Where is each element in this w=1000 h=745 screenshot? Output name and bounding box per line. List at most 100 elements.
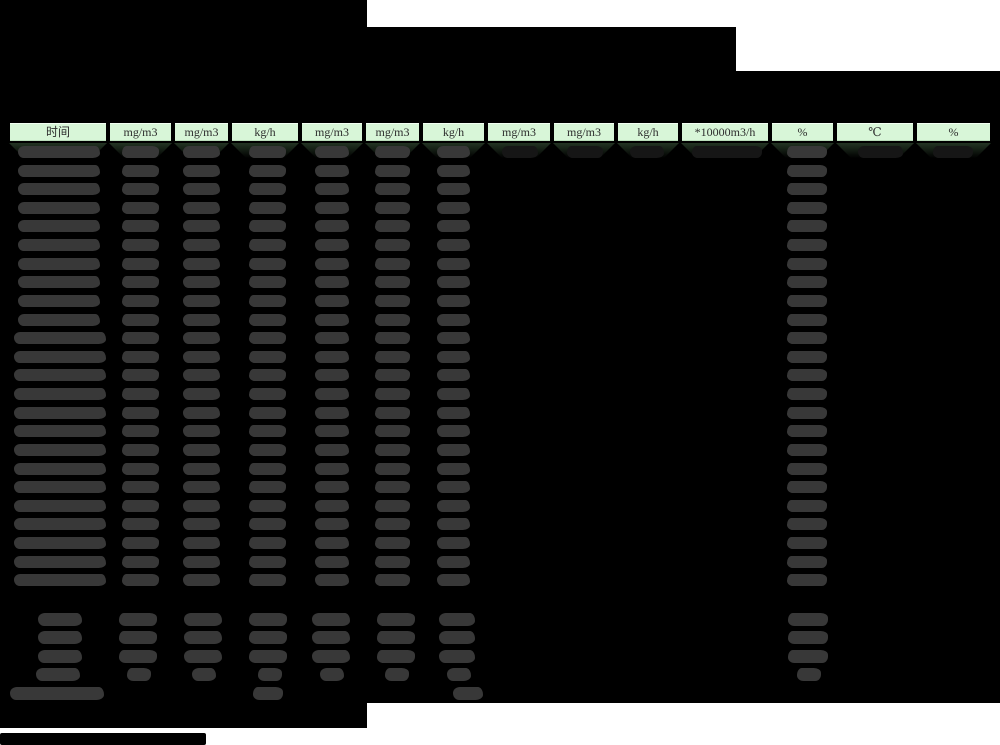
redacted-cell-blob xyxy=(315,220,349,232)
redacted-cell-blob xyxy=(437,183,470,195)
redacted-cell-blob xyxy=(787,295,827,307)
redacted-cell-blob xyxy=(183,518,220,530)
redacted-cell-blob xyxy=(122,481,159,493)
redacted-cell-blob xyxy=(18,258,100,270)
redacted-cell-blob xyxy=(183,425,220,437)
redacted-cell-blob xyxy=(14,332,106,344)
redacted-cell-blob xyxy=(315,332,349,344)
redacted-cell-blob xyxy=(249,537,286,549)
redacted-cell-blob xyxy=(437,220,470,232)
redacted-cell-blob xyxy=(183,165,220,177)
redacted-cell-blob xyxy=(787,332,827,344)
redacted-cell-blob xyxy=(375,537,410,549)
redacted-cell-blob xyxy=(38,631,82,644)
redacted-cell-blob xyxy=(787,537,827,549)
redacted-cell-blob xyxy=(14,425,106,437)
redacted-cell-blob xyxy=(18,165,100,177)
redacted-cell-blob xyxy=(315,258,349,270)
redacted-subtitle-block xyxy=(0,27,736,71)
redacted-cell-blob xyxy=(184,650,222,663)
redacted-cell-blob-dark xyxy=(692,146,762,158)
redacted-cell-blob xyxy=(18,146,100,158)
redacted-cell-blob xyxy=(14,500,106,512)
redacted-cell-blob xyxy=(437,425,470,437)
redacted-cell-blob xyxy=(315,518,349,530)
redacted-cell-blob xyxy=(14,369,106,381)
redacted-cell-blob xyxy=(249,500,286,512)
redacted-cell-blob xyxy=(787,388,827,400)
redacted-cell-blob xyxy=(312,613,350,626)
redacted-cell-blob xyxy=(375,239,410,251)
redacted-cell-blob xyxy=(122,183,159,195)
redacted-cell-blob-dark xyxy=(858,146,903,158)
column-header-unit-3: kg/h xyxy=(232,123,298,141)
redacted-cell-blob xyxy=(312,650,350,663)
redacted-cell-blob xyxy=(192,668,216,681)
redacted-cell-blob xyxy=(375,165,410,177)
redacted-cell-blob xyxy=(787,276,827,288)
redacted-cell-blob xyxy=(787,351,827,363)
redacted-title-block xyxy=(0,0,367,27)
redacted-cell-blob xyxy=(249,556,286,568)
redacted-cell-blob xyxy=(183,276,220,288)
redacted-cell-blob xyxy=(315,183,349,195)
redacted-cell-blob xyxy=(122,351,159,363)
redacted-cell-blob-dark xyxy=(567,146,603,158)
redacted-caption-strip xyxy=(0,733,206,745)
redacted-cell-blob xyxy=(315,463,349,475)
redacted-cell-blob xyxy=(122,165,159,177)
redacted-cell-blob xyxy=(315,537,349,549)
redacted-cell-blob xyxy=(375,220,410,232)
redacted-cell-blob xyxy=(14,388,106,400)
redacted-cell-blob xyxy=(14,537,106,549)
redacted-cell-blob xyxy=(315,388,349,400)
column-header-unit-2: mg/m3 xyxy=(175,123,228,141)
redacted-cell-blob xyxy=(437,444,470,456)
redacted-cell-blob xyxy=(439,631,475,644)
redacted-cell-blob xyxy=(122,518,159,530)
column-header-unit-12: ℃ xyxy=(837,123,913,141)
column-header-unit-1: mg/m3 xyxy=(110,123,171,141)
redacted-cell-blob xyxy=(18,295,100,307)
redacted-cell-blob xyxy=(249,295,286,307)
redacted-cell-blob xyxy=(437,332,470,344)
redacted-cell-blob xyxy=(437,146,470,158)
column-header-unit-4: mg/m3 xyxy=(302,123,362,141)
redacted-cell-blob xyxy=(375,556,410,568)
redacted-cell-blob xyxy=(315,425,349,437)
redacted-cell-blob xyxy=(18,239,100,251)
redacted-cell-blob xyxy=(184,631,222,644)
redacted-cell-blob xyxy=(375,314,410,326)
table-header-row: 时间 mg/m3 mg/m3 kg/h mg/m3 mg/m3 kg/h mg/m3 mg/m3… xyxy=(8,121,992,143)
redacted-cell-blob xyxy=(385,668,409,681)
redacted-cell-blob xyxy=(249,314,286,326)
redacted-cell-blob xyxy=(183,314,220,326)
redacted-cell-blob xyxy=(18,314,100,326)
redacted-cell-blob xyxy=(787,314,827,326)
redacted-cell-blob xyxy=(788,650,828,663)
redacted-cell-blob xyxy=(787,369,827,381)
redacted-cell-blob xyxy=(375,369,410,381)
redacted-cell-blob xyxy=(375,518,410,530)
redacted-cell-blob xyxy=(787,463,827,475)
redacted-cell-blob xyxy=(122,295,159,307)
redacted-cell-blob xyxy=(183,444,220,456)
column-header-unit-5: mg/m3 xyxy=(366,123,419,141)
redacted-cell-blob xyxy=(788,631,828,644)
redacted-cell-blob xyxy=(315,146,349,158)
column-header-unit-11: % xyxy=(772,123,833,141)
redacted-cell-blob xyxy=(375,146,410,158)
redacted-cell-blob xyxy=(122,388,159,400)
redacted-cell-blob xyxy=(375,276,410,288)
redacted-cell-blob xyxy=(38,613,82,626)
redacted-cell-blob xyxy=(315,314,349,326)
redacted-cell-blob xyxy=(122,463,159,475)
redacted-cell-blob xyxy=(183,537,220,549)
redacted-cell-blob xyxy=(787,407,827,419)
redacted-cell-blob xyxy=(183,146,220,158)
redacted-cell-blob xyxy=(437,463,470,475)
redacted-cell-blob xyxy=(249,369,286,381)
redacted-cell-blob xyxy=(18,220,100,232)
redacted-cell-blob xyxy=(183,295,220,307)
redacted-cell-blob xyxy=(437,574,470,586)
